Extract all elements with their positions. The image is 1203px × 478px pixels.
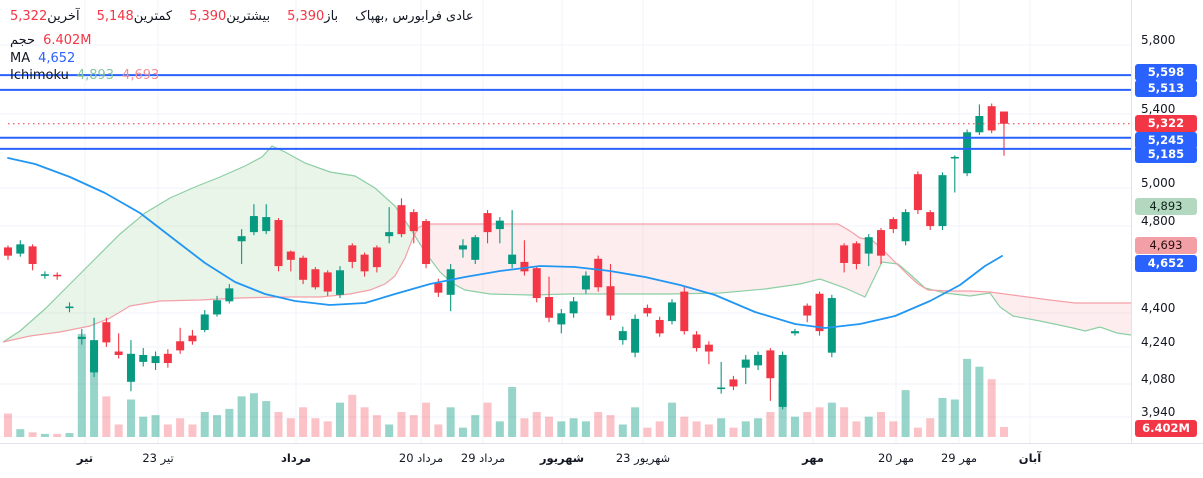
time-axis-label: 29 مهر (940, 451, 978, 465)
price-axis-label: 3,940 (1141, 405, 1176, 419)
symbol-token: فرابورس (392, 9, 442, 24)
ma-value: 4,652 (38, 51, 76, 66)
price-badge: 6.402M (1135, 419, 1197, 437)
price-badge: 5,185 (1135, 145, 1197, 163)
high-price-readout: 5,390 بیشترین (189, 8, 270, 25)
price-axis-label: 5,400 (1141, 102, 1176, 116)
low-price-readout: 5,148 کمترین (97, 8, 173, 25)
volume-value: 6.402M (43, 33, 92, 48)
price-badge: 5,513 (1135, 79, 1197, 97)
time-axis-label: 20 مهر (877, 451, 915, 465)
low-label: کمترین (133, 9, 173, 24)
price-axis-label: 4,800 (1141, 214, 1176, 228)
legend: 5,322 آخرین 5,148 کمترین 5,390 بیشترین 5… (10, 8, 474, 84)
symbol-token: بهپاک, (355, 9, 389, 24)
price-badge: 4,893 (1135, 197, 1197, 215)
price-axis-label: 4,080 (1141, 372, 1176, 386)
price-axis-label: 5,000 (1141, 176, 1176, 190)
price-badge: 5,598 (1135, 63, 1197, 81)
price-badge: 4,693 (1135, 236, 1197, 254)
time-axis-label: مهر (802, 451, 824, 465)
volume-row: حجم 6.402M (10, 32, 474, 49)
open-price-readout: 5,390 باز (287, 8, 338, 25)
time-axis-label: آبان (1018, 451, 1042, 465)
price-axis[interactable]: 5,800 5,400 5,000 4,800 4,400 4,240 4,080 3,940… (1131, 0, 1203, 443)
ichimoku-label: Ichimoku (10, 68, 69, 83)
price-chart-canvas[interactable] (0, 0, 1131, 443)
symbol-token: عادی (445, 9, 474, 24)
time-axis-label: شهریور (539, 451, 585, 465)
time-axis-label: مرداد (280, 451, 312, 465)
ma-label: MA (10, 51, 31, 66)
last-value: 5,322 (10, 9, 48, 24)
price-badge: 5,245 (1135, 131, 1197, 149)
price-badge: 5,322 (1135, 114, 1197, 132)
price-axis-label: 5,800 (1141, 33, 1176, 47)
price-axis-label: 4,400 (1141, 301, 1176, 315)
high-label: بیشترین (226, 9, 271, 24)
open-label: باز (324, 9, 339, 24)
time-axis-label: 20 مرداد (398, 451, 444, 465)
time-axis-label: 23 تیر (142, 451, 174, 465)
time-axis-label: 29 مرداد (460, 451, 506, 465)
open-value: 5,390 (287, 9, 325, 24)
last-price-readout: 5,322 آخرین (10, 8, 80, 25)
last-label: آخرین (47, 9, 80, 24)
ichimoku-value-b: 4,693 (122, 68, 160, 83)
time-axis-label: تیر (76, 451, 94, 465)
price-badge: 4,652 (1135, 254, 1197, 272)
volume-label: حجم (10, 33, 36, 48)
low-value: 5,148 (96, 9, 134, 24)
ohlc-row: 5,322 آخرین 5,148 کمترین 5,390 بیشترین 5… (10, 8, 474, 25)
ma-indicator-row[interactable]: MA 4,652 (10, 50, 474, 67)
time-axis[interactable]: تیر 23 تیر مرداد 20 مرداد 29 مرداد شهریور 23 ش… (0, 443, 1203, 478)
price-axis-label: 4,240 (1141, 335, 1176, 349)
time-axis-label: 23 شهریور (615, 451, 671, 465)
high-value: 5,390 (189, 9, 227, 24)
ichimoku-indicator-row[interactable]: Ichimoku 4,893 4,693 (10, 67, 474, 84)
symbol-title[interactable]: بهپاک, فرابورس عادی (355, 8, 473, 25)
ichimoku-value-a: 4,893 (76, 68, 115, 83)
